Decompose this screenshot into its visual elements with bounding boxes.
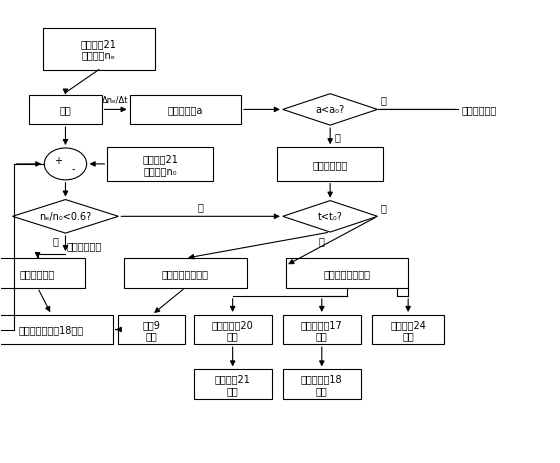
FancyBboxPatch shape	[124, 259, 246, 288]
FancyBboxPatch shape	[372, 315, 445, 344]
Text: 降低行走驱动轴18转速: 降低行走驱动轴18转速	[19, 325, 84, 335]
FancyBboxPatch shape	[0, 315, 113, 344]
Text: 实时加速度a: 实时加速度a	[167, 105, 203, 115]
FancyBboxPatch shape	[283, 369, 361, 399]
Text: 否: 否	[380, 95, 386, 105]
Text: 开沟截荷减小: 开沟截荷减小	[20, 269, 55, 278]
FancyBboxPatch shape	[286, 259, 408, 288]
FancyBboxPatch shape	[0, 259, 85, 288]
Text: 是: 是	[335, 132, 340, 142]
Text: 电机9
转动: 电机9 转动	[143, 319, 161, 341]
Text: 电磁离合器20
分离: 电磁离合器20 分离	[212, 319, 254, 341]
Text: 行走驱动轴18
停止: 行走驱动轴18 停止	[301, 374, 343, 395]
Circle shape	[44, 149, 87, 181]
FancyBboxPatch shape	[194, 369, 272, 399]
Text: 滤波: 滤波	[59, 105, 71, 115]
Polygon shape	[12, 200, 118, 234]
Text: -: -	[71, 163, 74, 174]
FancyBboxPatch shape	[277, 148, 383, 181]
FancyBboxPatch shape	[283, 315, 361, 344]
Text: 开沟器轴21
实时转速nₑ: 开沟器轴21 实时转速nₑ	[81, 39, 117, 60]
Text: t<t₀?: t<t₀?	[318, 212, 343, 222]
FancyBboxPatch shape	[29, 95, 102, 125]
Text: 保持作业状态: 保持作业状态	[67, 241, 102, 251]
Text: 是: 是	[380, 203, 386, 213]
Text: 是: 是	[198, 202, 203, 212]
Text: 保持作业状态: 保持作业状态	[461, 105, 496, 115]
FancyBboxPatch shape	[194, 315, 272, 344]
Text: 开沟器轴21
停止: 开沟器轴21 停止	[214, 374, 250, 395]
Text: 开沟器轴21
稳定转速n₀: 开沟器轴21 稳定转速n₀	[142, 154, 178, 175]
Text: 否: 否	[53, 236, 59, 246]
FancyBboxPatch shape	[43, 29, 155, 70]
Text: Δnₑ/Δt: Δnₑ/Δt	[102, 96, 129, 105]
Polygon shape	[283, 94, 377, 126]
Text: a<a₀?: a<a₀?	[316, 105, 345, 115]
FancyBboxPatch shape	[129, 95, 241, 125]
Text: nₑ/n₀<0.6?: nₑ/n₀<0.6?	[39, 212, 92, 222]
Text: 电磁制动器17
制动: 电磁制动器17 制动	[301, 319, 343, 341]
Text: 开沟截荷逐渐增大: 开沟截荷逐渐增大	[162, 269, 209, 278]
Polygon shape	[283, 201, 377, 232]
Text: 开沟截荷急剧增加: 开沟截荷急剧增加	[323, 269, 370, 278]
Text: 否: 否	[319, 236, 325, 246]
FancyBboxPatch shape	[108, 148, 213, 181]
FancyBboxPatch shape	[118, 315, 185, 344]
Text: +: +	[54, 156, 62, 166]
Text: 触发时间采样: 触发时间采样	[312, 160, 348, 169]
Text: 报警系统24
报警: 报警系统24 报警	[390, 319, 426, 341]
